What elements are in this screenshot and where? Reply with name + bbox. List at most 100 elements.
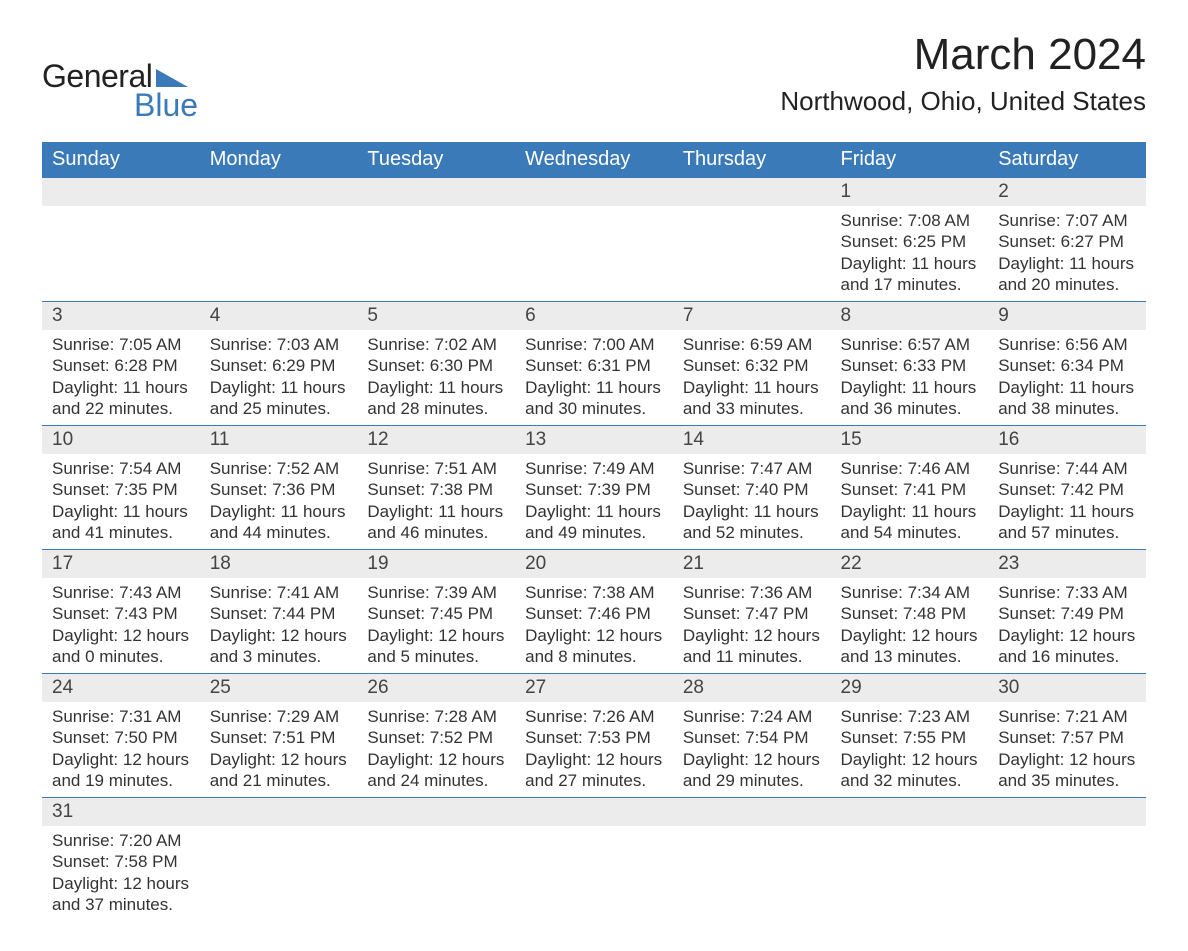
sunset-text: Sunset: 7:41 PM xyxy=(841,479,979,500)
day-number-cell: 16 xyxy=(988,426,1146,455)
sunrise-text: Sunrise: 7:38 AM xyxy=(525,582,663,603)
day-number-cell: 4 xyxy=(200,302,358,331)
sunset-text: Sunset: 7:51 PM xyxy=(210,727,348,748)
day-data-cell: Sunrise: 7:20 AMSunset: 7:58 PMDaylight:… xyxy=(42,826,200,921)
daylight-text-2: and 52 minutes. xyxy=(683,522,821,543)
day-number-cell: 9 xyxy=(988,302,1146,331)
day-number-cell: 22 xyxy=(831,550,989,579)
day-data-cell xyxy=(515,826,673,921)
sunrise-text: Sunrise: 7:44 AM xyxy=(998,458,1136,479)
day-number-row: 12 xyxy=(42,178,1146,207)
sunset-text: Sunset: 6:28 PM xyxy=(52,355,190,376)
day-number-cell: 7 xyxy=(673,302,831,331)
sunrise-text: Sunrise: 7:07 AM xyxy=(998,210,1136,231)
sunrise-text: Sunrise: 7:31 AM xyxy=(52,706,190,727)
daylight-text-1: Daylight: 12 hours xyxy=(52,625,190,646)
daylight-text-2: and 13 minutes. xyxy=(841,646,979,667)
day-data-row: Sunrise: 7:43 AMSunset: 7:43 PMDaylight:… xyxy=(42,578,1146,674)
day-data-cell: Sunrise: 7:38 AMSunset: 7:46 PMDaylight:… xyxy=(515,578,673,674)
sunrise-text: Sunrise: 7:49 AM xyxy=(525,458,663,479)
daylight-text-1: Daylight: 11 hours xyxy=(367,377,505,398)
sunrise-text: Sunrise: 7:36 AM xyxy=(683,582,821,603)
daylight-text-1: Daylight: 11 hours xyxy=(841,377,979,398)
daylight-text-2: and 3 minutes. xyxy=(210,646,348,667)
sunset-text: Sunset: 7:58 PM xyxy=(52,851,190,872)
day-data-cell xyxy=(831,826,989,921)
day-number-cell xyxy=(673,178,831,207)
calendar-table: SundayMondayTuesdayWednesdayThursdayFrid… xyxy=(42,142,1146,921)
daylight-text-2: and 57 minutes. xyxy=(998,522,1136,543)
sunrise-text: Sunrise: 7:20 AM xyxy=(52,830,190,851)
day-number-cell: 27 xyxy=(515,674,673,703)
day-number-row: 31 xyxy=(42,798,1146,827)
daylight-text-1: Daylight: 11 hours xyxy=(52,377,190,398)
location-subtitle: Northwood, Ohio, United States xyxy=(780,86,1146,117)
day-number-row: 3456789 xyxy=(42,302,1146,331)
day-number-row: 10111213141516 xyxy=(42,426,1146,455)
daylight-text-2: and 41 minutes. xyxy=(52,522,190,543)
sunrise-text: Sunrise: 7:52 AM xyxy=(210,458,348,479)
day-data-cell: Sunrise: 7:36 AMSunset: 7:47 PMDaylight:… xyxy=(673,578,831,674)
day-number-cell xyxy=(515,798,673,827)
day-number-cell xyxy=(988,798,1146,827)
daylight-text-1: Daylight: 12 hours xyxy=(683,749,821,770)
day-data-cell: Sunrise: 7:34 AMSunset: 7:48 PMDaylight:… xyxy=(831,578,989,674)
day-number-cell xyxy=(515,178,673,207)
day-number-cell: 28 xyxy=(673,674,831,703)
sunset-text: Sunset: 7:43 PM xyxy=(52,603,190,624)
sunrise-text: Sunrise: 7:28 AM xyxy=(367,706,505,727)
day-number-cell: 19 xyxy=(357,550,515,579)
sunset-text: Sunset: 7:52 PM xyxy=(367,727,505,748)
daylight-text-2: and 25 minutes. xyxy=(210,398,348,419)
day-number-row: 17181920212223 xyxy=(42,550,1146,579)
day-number-cell: 11 xyxy=(200,426,358,455)
weekday-header: Wednesday xyxy=(515,142,673,178)
sunrise-text: Sunrise: 7:26 AM xyxy=(525,706,663,727)
sunrise-text: Sunrise: 6:57 AM xyxy=(841,334,979,355)
daylight-text-2: and 29 minutes. xyxy=(683,770,821,791)
day-data-cell xyxy=(988,826,1146,921)
daylight-text-1: Daylight: 11 hours xyxy=(683,501,821,522)
day-data-cell xyxy=(515,206,673,302)
daylight-text-2: and 19 minutes. xyxy=(52,770,190,791)
daylight-text-1: Daylight: 11 hours xyxy=(210,501,348,522)
sunset-text: Sunset: 7:39 PM xyxy=(525,479,663,500)
sunrise-text: Sunrise: 7:29 AM xyxy=(210,706,348,727)
day-number-cell: 14 xyxy=(673,426,831,455)
daylight-text-2: and 8 minutes. xyxy=(525,646,663,667)
sunset-text: Sunset: 6:34 PM xyxy=(998,355,1136,376)
day-data-cell xyxy=(357,206,515,302)
logo: General Blue xyxy=(42,58,198,124)
day-number-cell: 3 xyxy=(42,302,200,331)
day-data-cell xyxy=(357,826,515,921)
header: General Blue March 2024 Northwood, Ohio,… xyxy=(42,30,1146,124)
day-number-cell xyxy=(831,798,989,827)
daylight-text-1: Daylight: 11 hours xyxy=(998,377,1136,398)
daylight-text-1: Daylight: 12 hours xyxy=(52,873,190,894)
daylight-text-1: Daylight: 12 hours xyxy=(52,749,190,770)
day-data-cell: Sunrise: 7:21 AMSunset: 7:57 PMDaylight:… xyxy=(988,702,1146,798)
daylight-text-1: Daylight: 12 hours xyxy=(210,749,348,770)
sunrise-text: Sunrise: 7:39 AM xyxy=(367,582,505,603)
day-number-cell: 2 xyxy=(988,178,1146,207)
day-number-cell: 23 xyxy=(988,550,1146,579)
daylight-text-1: Daylight: 12 hours xyxy=(525,625,663,646)
weekday-header: Sunday xyxy=(42,142,200,178)
day-data-cell: Sunrise: 7:52 AMSunset: 7:36 PMDaylight:… xyxy=(200,454,358,550)
sunrise-text: Sunrise: 7:47 AM xyxy=(683,458,821,479)
day-number-cell xyxy=(200,798,358,827)
day-data-cell: Sunrise: 7:28 AMSunset: 7:52 PMDaylight:… xyxy=(357,702,515,798)
sunrise-text: Sunrise: 7:05 AM xyxy=(52,334,190,355)
day-data-cell: Sunrise: 7:41 AMSunset: 7:44 PMDaylight:… xyxy=(200,578,358,674)
sunset-text: Sunset: 7:50 PM xyxy=(52,727,190,748)
daylight-text-1: Daylight: 11 hours xyxy=(525,377,663,398)
day-number-cell xyxy=(200,178,358,207)
sunrise-text: Sunrise: 7:54 AM xyxy=(52,458,190,479)
daylight-text-1: Daylight: 12 hours xyxy=(367,625,505,646)
day-number-cell: 31 xyxy=(42,798,200,827)
day-data-row: Sunrise: 7:05 AMSunset: 6:28 PMDaylight:… xyxy=(42,330,1146,426)
sunset-text: Sunset: 7:35 PM xyxy=(52,479,190,500)
sunrise-text: Sunrise: 7:34 AM xyxy=(841,582,979,603)
day-number-cell: 26 xyxy=(357,674,515,703)
day-number-cell: 8 xyxy=(831,302,989,331)
